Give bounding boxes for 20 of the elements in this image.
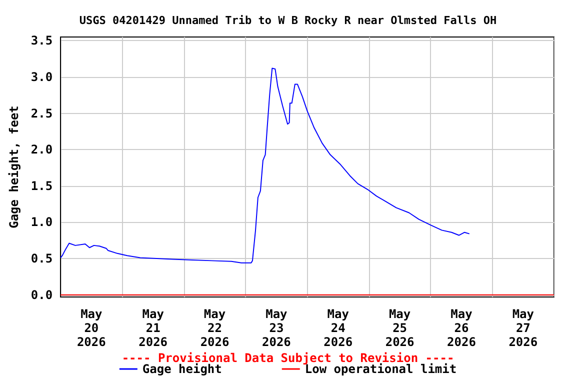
x-tick-label: May 22 2026 [200,307,230,349]
y-tick-label: 1.5 [30,178,53,193]
y-tick-label: 2.5 [30,106,53,120]
x-tick-label: May 21 2026 [138,307,168,349]
x-tick-label: May 27 2026 [508,307,538,349]
line-series [60,68,470,264]
y-tick-label: 0.5 [30,252,53,266]
x-tick-label: May 24 2026 [324,307,353,349]
y-tick-label: 2.0 [30,142,53,157]
x-tick-label: May 26 2026 [447,307,476,349]
y-tick-label: 0.0 [30,288,53,302]
x-tick-label: May 23 2026 [262,307,291,349]
legend-label: Gage height [142,362,222,376]
y-tick-label: 3.5 [30,34,53,48]
chart-title: USGS 04201429 Unnamed Trib to W B Rocky R near Olmsted Falls OH [79,14,497,27]
y-tick-label: 3.0 [30,70,53,84]
y-axis-title: Gage height, feet [7,106,21,228]
x-tick-label: May 20 2026 [76,307,106,349]
y-tick-label: 1.0 [30,215,53,230]
x-tick-label: May 25 2026 [385,307,414,349]
